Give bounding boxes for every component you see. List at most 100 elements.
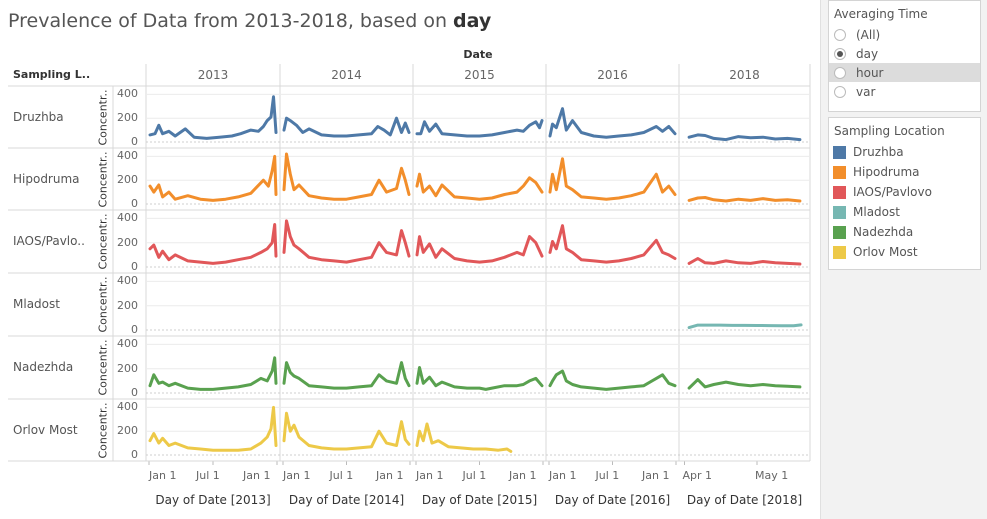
x-tick-label: Jan 1 xyxy=(149,469,177,482)
legend-swatch xyxy=(833,245,846,259)
series-line-druzhba xyxy=(148,95,278,140)
averaging-time-title: Averaging Time xyxy=(834,7,928,21)
legend-item-label: Hipodruma xyxy=(853,165,920,179)
y-tick-label: 400 xyxy=(117,87,138,101)
y-tick-label: 400 xyxy=(117,149,138,163)
legend-item[interactable]: IAOS/Pavlovo xyxy=(829,182,980,202)
chart-title: Prevalence of Data from 2013-2018, based… xyxy=(8,10,491,32)
legend-item[interactable]: Nadezhda xyxy=(829,222,980,242)
small-multiples-plot xyxy=(8,64,811,465)
x-axis-title: Day of Date [2016] xyxy=(554,493,671,507)
column-header: Date xyxy=(463,48,493,61)
x-tick-label: Jan 1 xyxy=(283,469,311,482)
legend-item-label: Druzhba xyxy=(853,145,904,159)
legend-item[interactable]: Druzhba xyxy=(829,142,980,162)
y-tick-label: 0 xyxy=(131,135,138,148)
x-tick-label: Jan 1 xyxy=(416,469,444,482)
radio-button-icon[interactable] xyxy=(834,47,846,60)
radio-option[interactable]: (All) xyxy=(829,25,980,44)
legend-swatch xyxy=(833,165,846,179)
series-line-nadezhda xyxy=(148,356,278,391)
y-tick-label: 200 xyxy=(117,424,138,438)
series-line-druzhba xyxy=(282,116,411,138)
legend-swatch xyxy=(833,225,846,239)
row-label: IAOS/Pavlo.. xyxy=(13,234,85,248)
x-axis-title: Day of Date [2013] xyxy=(155,493,271,507)
series-line-nadezhda xyxy=(415,366,544,391)
series-line-nadezhda xyxy=(282,361,411,390)
radio-option-label: var xyxy=(856,84,876,99)
legend-item[interactable]: Hipodruma xyxy=(829,162,980,182)
row-header: Sampling L.. xyxy=(13,68,91,81)
y-tick-label: 0 xyxy=(131,323,138,336)
legend-swatch xyxy=(833,205,846,219)
x-tick-label: Jul 1 xyxy=(196,469,220,482)
legend-item[interactable]: Mladost xyxy=(829,202,980,222)
x-tick-label: Apr 1 xyxy=(682,469,713,482)
radio-option-label: (All) xyxy=(856,27,881,42)
column-year-label: 2015 xyxy=(464,68,495,82)
series-line-hipodruma xyxy=(415,172,544,201)
series-line-mladost xyxy=(687,323,803,330)
title-bold: day xyxy=(453,10,492,32)
column-year-label: 2013 xyxy=(197,68,229,82)
series-line-orlovmost xyxy=(148,405,278,452)
y-tick-label: 400 xyxy=(117,274,138,288)
series-line-druzhba xyxy=(415,119,544,138)
y-tick-label: 200 xyxy=(117,173,138,187)
y-tick-label: 200 xyxy=(117,111,138,125)
legend-item-label: Orlov Most xyxy=(853,245,918,259)
legend-title: Sampling Location xyxy=(834,124,945,138)
column-year-label: 2018 xyxy=(729,68,760,82)
y-tick-label: 400 xyxy=(117,211,138,225)
series-line-iaospavlo xyxy=(687,257,802,266)
x-tick-label: Jan 1 xyxy=(549,469,577,482)
series-line-hipodruma xyxy=(148,154,278,202)
legend-item[interactable]: Orlov Most xyxy=(829,242,980,262)
x-tick-label: Jul 1 xyxy=(595,469,620,482)
series-line-hipodruma xyxy=(282,152,411,201)
radio-selected-dot xyxy=(837,50,843,57)
x-axis-title: Day of Date [2018] xyxy=(686,493,803,507)
legend-items: Druzhba Hipodruma IAOS/Pavlovo Mladost Nadez… xyxy=(829,142,980,262)
x-axis-title: Day of Date [2014] xyxy=(288,493,405,507)
row-label: Druzhba xyxy=(13,110,64,124)
row-label: Hipodruma xyxy=(13,172,80,186)
radio-button-icon[interactable] xyxy=(834,66,846,79)
sampling-location-legend: Sampling Location Druzhba Hipodruma IAOS/P… xyxy=(828,117,981,270)
x-tick-label: Jan 1 xyxy=(243,469,271,482)
row-label: Mladost xyxy=(13,297,60,311)
radio-option[interactable]: day xyxy=(829,44,980,63)
series-line-nadezhda xyxy=(548,369,677,391)
series-line-iaospavlo xyxy=(148,223,278,265)
series-line-druzhba xyxy=(548,107,677,139)
y-tick-label: 0 xyxy=(131,197,138,210)
y-tick-label: 200 xyxy=(117,361,138,375)
legend-swatch xyxy=(833,145,846,159)
series-line-iaospavlo xyxy=(548,224,677,264)
column-year-label: 2016 xyxy=(597,68,628,82)
radio-button-icon[interactable] xyxy=(834,28,846,41)
y-tick-label: 0 xyxy=(131,260,138,273)
averaging-time-options: (All) day hour var xyxy=(829,25,980,101)
title-prefix: Prevalence of Data from 2013-2018, based… xyxy=(8,10,454,32)
radio-option[interactable]: var xyxy=(829,82,980,101)
y-tick-label: 200 xyxy=(117,235,138,249)
x-tick-label: Jan 1 xyxy=(642,469,670,482)
series-line-hipodruma xyxy=(687,196,802,203)
legend-item-label: IAOS/Pavlovo xyxy=(853,185,932,199)
x-tick-label: Jul 1 xyxy=(462,469,487,482)
averaging-time-filter[interactable]: Averaging Time (All) day hour var xyxy=(828,0,981,112)
radio-button-icon[interactable] xyxy=(834,85,846,98)
radio-option[interactable]: hour xyxy=(829,63,980,82)
x-axis-title: Day of Date [2015] xyxy=(421,493,538,507)
x-tick-label: Jan 1 xyxy=(376,469,404,482)
series-line-orlovmost xyxy=(282,411,411,451)
series-line-orlovmost xyxy=(415,422,513,453)
y-tick-label: 0 xyxy=(131,448,138,461)
y-tick-label: 400 xyxy=(117,337,138,351)
row-label: Orlov Most xyxy=(13,423,78,437)
legend-item-label: Mladost xyxy=(853,205,900,219)
y-tick-label: 0 xyxy=(131,386,138,399)
column-year-label: 2014 xyxy=(331,68,362,82)
